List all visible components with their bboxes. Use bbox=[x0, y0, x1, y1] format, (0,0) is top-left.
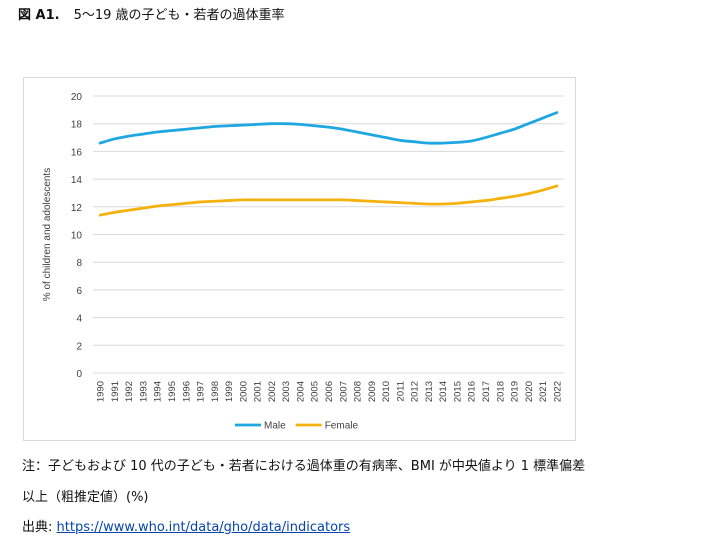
x-tick-label: 2014 bbox=[438, 381, 449, 402]
y-tick-label: 0 bbox=[76, 369, 82, 380]
x-tick-label: 2001 bbox=[253, 381, 264, 402]
y-tick-label: 12 bbox=[71, 203, 83, 214]
note-line-1: 注：子どもおよび 10 代の子ども・若者における過体重の有病率、BMI が中央値… bbox=[22, 459, 586, 474]
x-tick-label: 2022 bbox=[552, 381, 563, 402]
x-tick-label: 2016 bbox=[467, 381, 478, 402]
note-line-2: 以上（粗推定値）(%) bbox=[22, 490, 149, 505]
x-tick-label: 2005 bbox=[310, 381, 321, 402]
y-tick-label: 8 bbox=[76, 258, 82, 269]
x-tick-label: 1991 bbox=[110, 381, 121, 402]
x-tick-label: 1997 bbox=[196, 381, 207, 402]
figure-title: 図 A1. 5〜19 歳の子ども・若者の過体重率 bbox=[18, 4, 285, 23]
y-tick-label: 14 bbox=[71, 175, 83, 186]
x-tick-label: 1994 bbox=[153, 381, 164, 402]
x-tick-label: 2004 bbox=[295, 381, 306, 402]
figure-label: 図 A1. bbox=[18, 8, 60, 23]
y-axis-label: % of children and adolescents bbox=[42, 168, 53, 301]
x-tick-label: 2020 bbox=[524, 381, 535, 402]
series-line-female bbox=[98, 184, 559, 217]
x-tick-label: 2021 bbox=[538, 381, 549, 402]
x-tick-label: 2008 bbox=[353, 381, 364, 402]
x-tick-label: 2002 bbox=[267, 381, 278, 402]
source-prefix: 出典: bbox=[22, 520, 57, 535]
x-tick-label: 2006 bbox=[324, 381, 335, 402]
x-tick-label: 2007 bbox=[338, 381, 349, 402]
x-tick-label: 1998 bbox=[210, 381, 221, 402]
legend-label-male: Male bbox=[264, 421, 286, 432]
x-tick-label: 2018 bbox=[495, 381, 506, 402]
x-tick-label: 2019 bbox=[510, 381, 521, 402]
y-tick-label: 20 bbox=[71, 92, 83, 103]
y-tick-label: 2 bbox=[76, 341, 82, 352]
x-tick-label: 2000 bbox=[238, 381, 249, 402]
x-tick-label: 2013 bbox=[424, 381, 435, 402]
y-tick-label: 4 bbox=[76, 314, 82, 325]
figure-title-text: 5〜19 歳の子ども・若者の過体重率 bbox=[73, 8, 285, 23]
x-tick-label: 2009 bbox=[367, 381, 378, 402]
y-tick-label: 16 bbox=[71, 147, 83, 158]
x-tick-label: 1999 bbox=[224, 381, 235, 402]
y-tick-label: 18 bbox=[71, 120, 83, 131]
x-tick-label: 1996 bbox=[181, 381, 192, 402]
y-tick-label: 10 bbox=[71, 231, 83, 242]
legend-label-female: Female bbox=[325, 421, 359, 432]
x-tick-label: 2003 bbox=[281, 381, 292, 402]
x-tick-label: 1990 bbox=[96, 381, 107, 402]
x-tick-label: 1995 bbox=[167, 381, 178, 402]
x-tick-label: 2015 bbox=[452, 381, 463, 402]
source-link[interactable]: https://www.who.int/data/gho/data/indica… bbox=[56, 520, 351, 535]
x-tick-label: 1992 bbox=[124, 381, 135, 402]
chart-container: 0 2 4 6 8 10 12 14 16 18 20 % of children and adole… bbox=[23, 77, 576, 441]
x-tick-label: 1993 bbox=[138, 381, 149, 402]
line-chart: 0 2 4 6 8 10 12 14 16 18 20 % of children and adole… bbox=[42, 92, 564, 432]
x-tick-label: 2012 bbox=[410, 381, 421, 402]
x-tick-label: 2017 bbox=[481, 381, 492, 402]
y-tick-label: 6 bbox=[76, 286, 82, 297]
x-tick-label: 2011 bbox=[395, 381, 406, 401]
series-line-male bbox=[98, 111, 559, 145]
x-tick-label: 2010 bbox=[381, 381, 392, 402]
source-line: 出典: https://www.who.int/data/gho/data/in… bbox=[22, 516, 350, 535]
